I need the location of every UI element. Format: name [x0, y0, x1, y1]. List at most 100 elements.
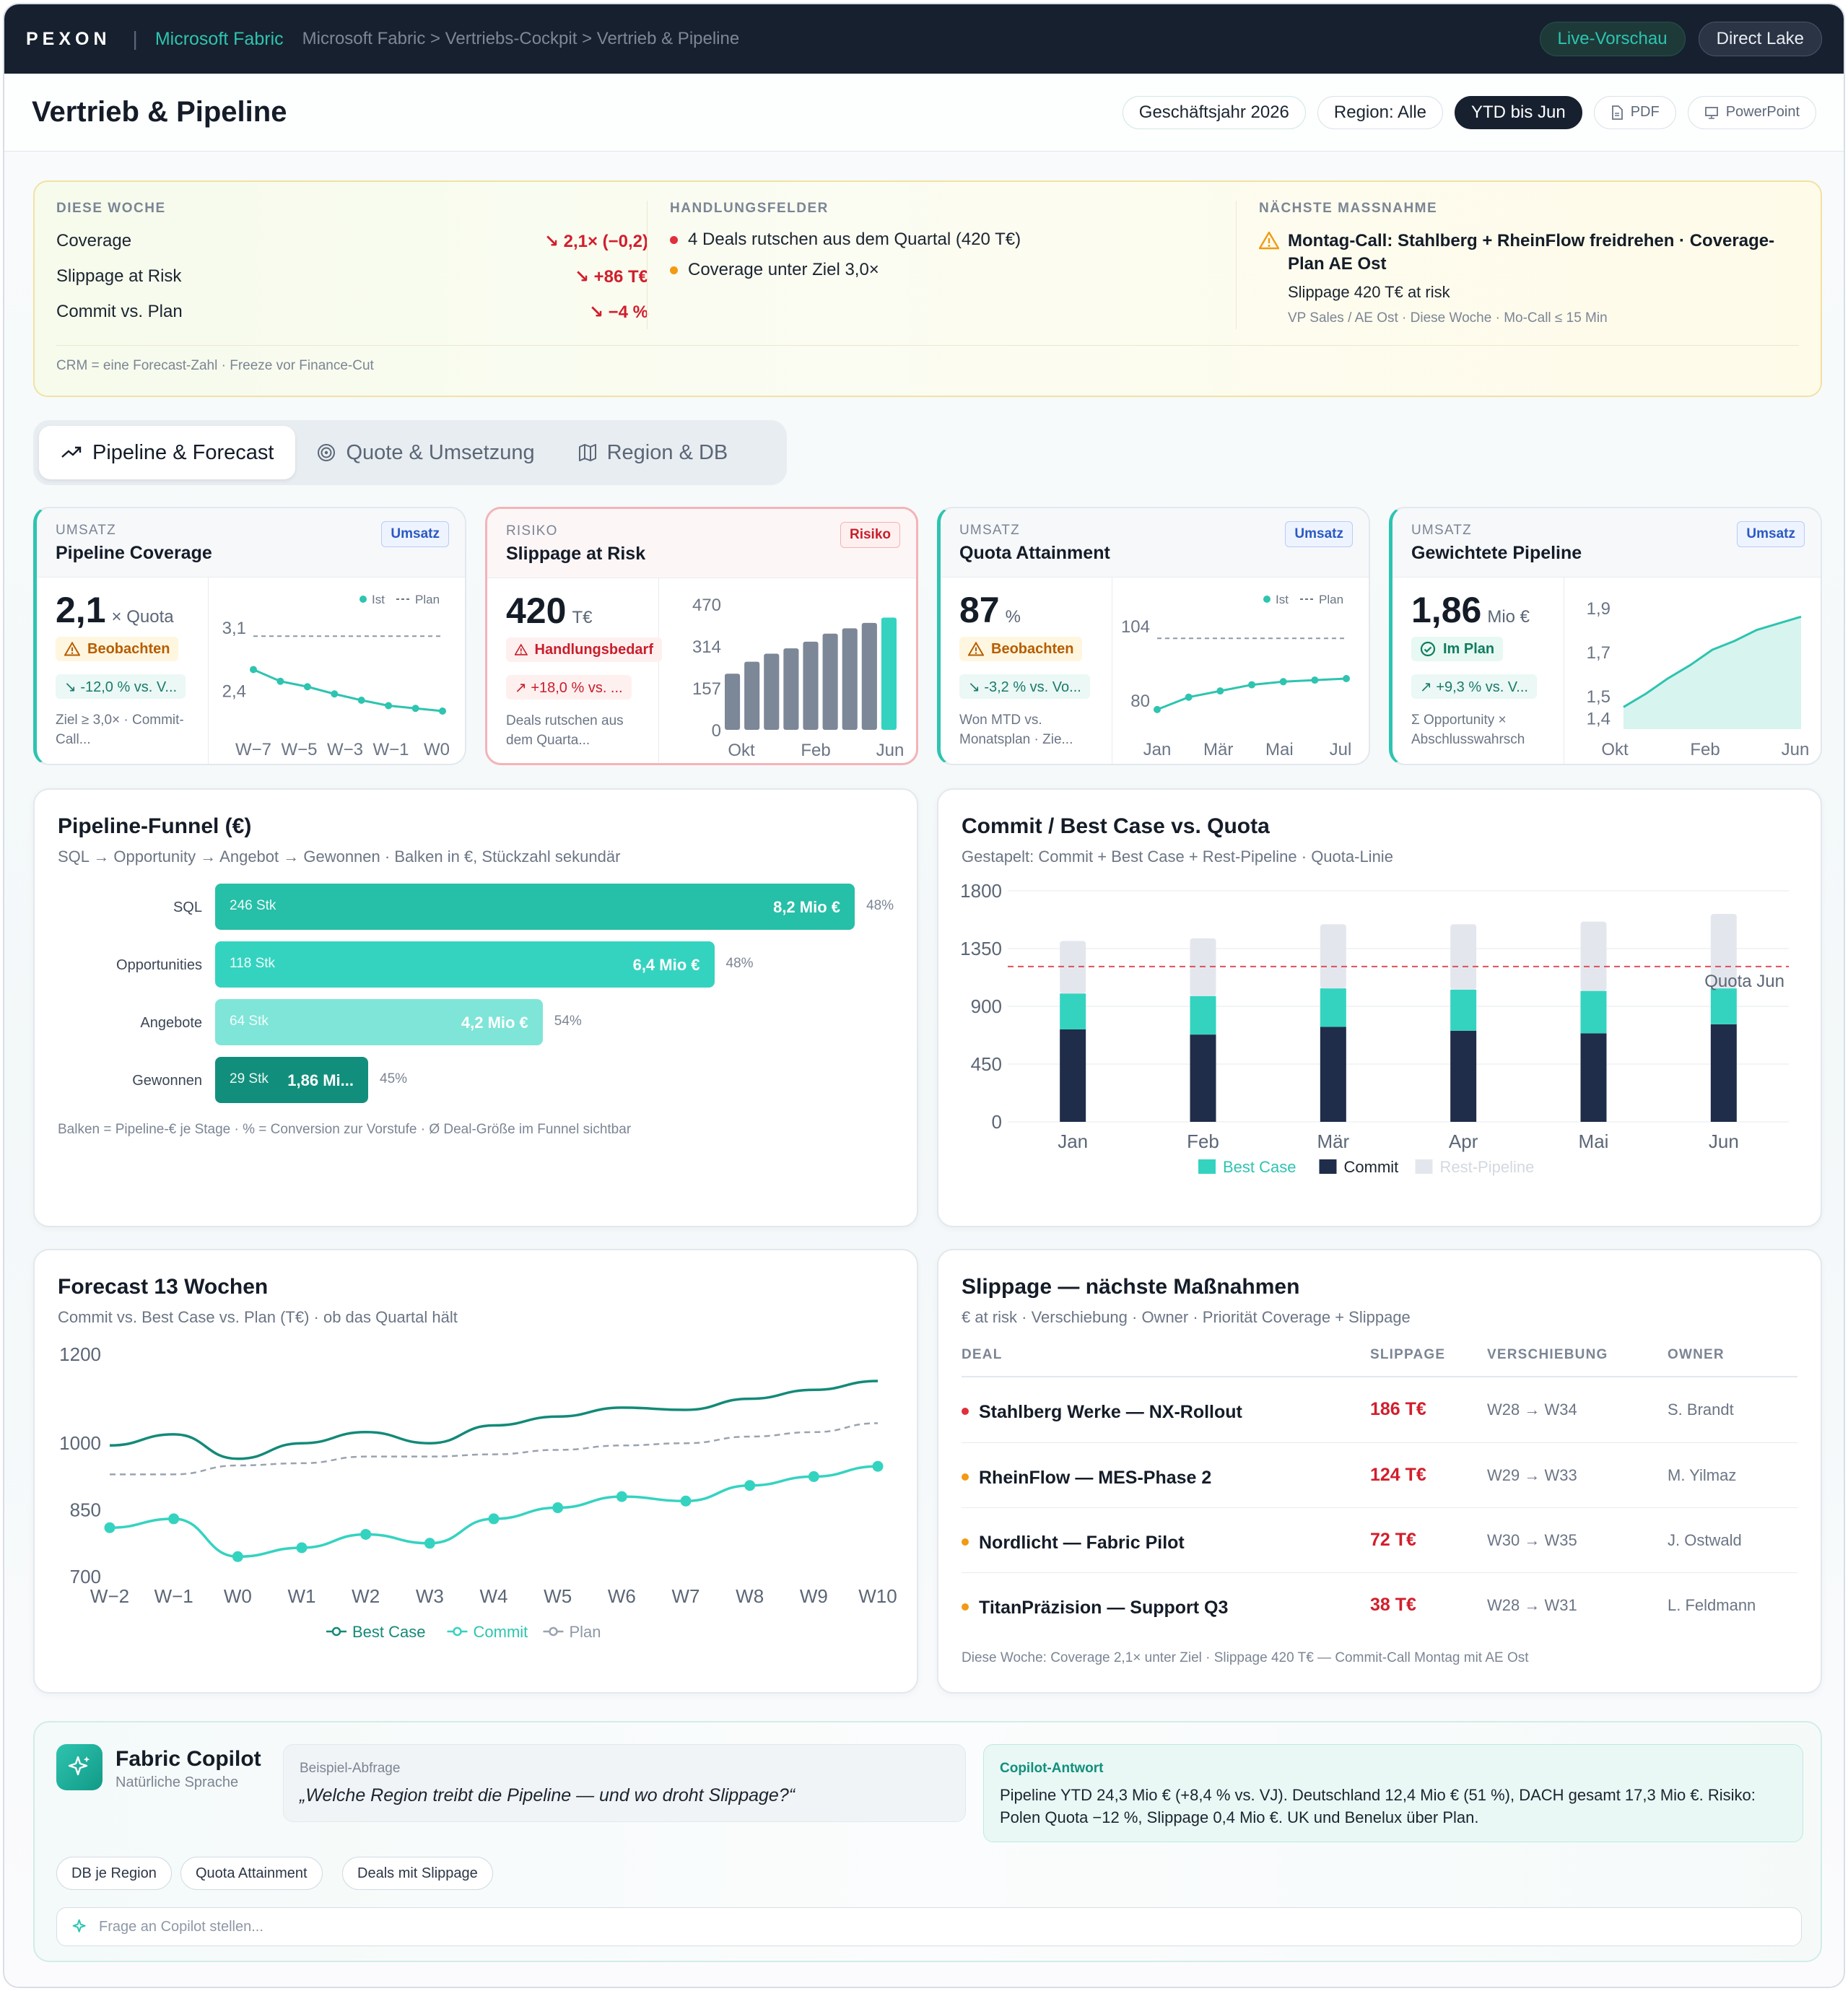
week-row-value: ↘ 2,1× (−0,2): [544, 232, 648, 251]
orange-dot-icon: [962, 1603, 969, 1611]
suggestion-chip[interactable]: Deals mit Slippage: [342, 1857, 493, 1890]
slippage-footnote: Diese Woche: Coverage 2,1× unter Ziel · …: [962, 1650, 1529, 1665]
tab-region-db[interactable]: Region & DB: [557, 426, 750, 479]
slippage-value: 124 T€: [1370, 1465, 1426, 1485]
col-header-owner[interactable]: OWNER: [1668, 1347, 1725, 1362]
bar-commit: [1060, 1029, 1086, 1122]
bar-rest-pipeline: [1710, 914, 1737, 989]
best-case-line: [109, 1380, 879, 1460]
week-caption: DIESE WOCHE: [56, 201, 166, 216]
answer-caption: Copilot-Antwort: [1000, 1761, 1104, 1776]
ist-point: [303, 683, 311, 691]
x-tick-label: Jul: [1330, 740, 1352, 759]
kpi-unit: Mio €: [1487, 607, 1530, 627]
slippage-bar: [822, 633, 838, 730]
direct-lake-button[interactable]: Direct Lake: [1698, 22, 1822, 56]
bar-commit: [1190, 1034, 1216, 1122]
x-tick-label: Jan: [1143, 740, 1172, 759]
x-tick-label: W−5: [281, 740, 317, 759]
col-header-slippage[interactable]: SLIPPAGE: [1370, 1347, 1446, 1362]
card-subtitle: € at risk · Verschiebung · Owner · Prior…: [962, 1308, 1411, 1326]
target-icon: [318, 444, 336, 461]
tab-quote-umsetzung[interactable]: Quote & Umsetzung: [295, 426, 556, 479]
y-tick-label: 3,1: [222, 619, 246, 638]
bar-best-case: [1710, 988, 1737, 1024]
funnel-stage-label: SQL: [173, 899, 202, 915]
divider: [647, 201, 648, 329]
suggestion-chip[interactable]: Quota Attainment: [180, 1857, 323, 1890]
table-row[interactable]: Stahlberg Werke — NX-Rollout 186 T€ W28 …: [962, 1377, 1797, 1442]
x-tick-label: W1: [288, 1585, 316, 1607]
product-link[interactable]: Microsoft Fabric: [154, 28, 284, 49]
table-row[interactable]: TitanPräzision — Support Q3 38 T€ W28 → …: [962, 1572, 1797, 1637]
x-tick-label: W7: [672, 1585, 700, 1607]
slippage-value: 72 T€: [1370, 1530, 1416, 1550]
filter-ytd[interactable]: YTD bis Jun: [1455, 95, 1582, 129]
funnel-bar[interactable]: 64 Stk 4,2 Mio €: [215, 999, 543, 1045]
funnel-bar[interactable]: 246 Stk 8,2 Mio €: [215, 884, 855, 930]
y-tick-label: 104: [1121, 617, 1150, 637]
slippage-sparkline: 470 314 157 0 Okt Feb Jun: [692, 596, 904, 760]
table-row[interactable]: Nordlicht — Fabric Pilot 72 T€ W30 → W35…: [962, 1507, 1797, 1572]
x-tick-label: Mär: [1203, 740, 1233, 759]
funnel-conversion: 54%: [554, 1014, 582, 1029]
x-tick-label: W6: [608, 1585, 636, 1607]
suggestion-chip[interactable]: DB je Region: [56, 1857, 172, 1890]
x-tick-label: Jun: [1709, 1130, 1739, 1152]
next-caption: NÄCHSTE MASSNAHME: [1259, 201, 1438, 216]
kpi-pipeline-coverage[interactable]: UMSATZ Pipeline Coverage Umsatz 2,1 × Quo…: [33, 507, 466, 765]
x-tick-label: Okt: [1601, 740, 1629, 759]
y-tick-label: 850: [70, 1499, 101, 1521]
red-dot-icon: [670, 236, 678, 245]
kpi-value: 1,86 Mio €: [1411, 589, 1530, 631]
commit-point: [232, 1551, 243, 1562]
presentation-icon: [1704, 106, 1718, 119]
divider: [1236, 201, 1237, 329]
orange-dot-icon: [962, 1538, 969, 1546]
kpi-quota-attainment[interactable]: UMSATZ Quota Attainment Umsatz 87% Beoba…: [937, 507, 1370, 765]
filter-fiscal-year[interactable]: Geschäftsjahr 2026: [1122, 95, 1306, 129]
ist-point: [276, 677, 284, 685]
commit-point: [680, 1495, 692, 1507]
kpi-slippage-at-risk[interactable]: RISIKO Slippage at Risk Risiko 420 T€ Han…: [485, 507, 918, 765]
commit-point: [360, 1528, 372, 1540]
pipeline-funnel-card: Pipeline-Funnel (€) SQL → Opportunity → …: [33, 788, 918, 1227]
legend-swatch: [1415, 1159, 1433, 1174]
live-preview-button[interactable]: Live-Vorschau: [1539, 22, 1686, 56]
x-tick-label: W2: [352, 1585, 380, 1607]
bar-best-case: [1320, 988, 1346, 1027]
col-header-deal[interactable]: DEAL: [962, 1347, 1003, 1362]
example-query[interactable]: Beispiel-Abfrage „Welche Region treibt d…: [283, 1744, 966, 1822]
x-tick-label: Apr: [1449, 1130, 1478, 1152]
ist-point: [1154, 705, 1161, 713]
ist-point: [1185, 693, 1193, 701]
table-row[interactable]: RheinFlow — MES-Phase 2 124 T€ W29 → W33…: [962, 1442, 1797, 1507]
kpi-weighted-pipeline[interactable]: UMSATZ Gewichtete Pipeline Umsatz 1,86 Mi…: [1389, 507, 1822, 765]
breadcrumb[interactable]: Microsoft Fabric > Vertriebs-Cockpit > V…: [302, 29, 740, 48]
funnel-bar[interactable]: 29 Stk 1,86 Mi...: [215, 1057, 368, 1103]
tab-pipeline-forecast[interactable]: Pipeline & Forecast: [39, 426, 296, 479]
y-tick-label: 2,4: [222, 681, 246, 701]
y-tick-label: 1,9: [1587, 599, 1611, 619]
funnel-count: 64 Stk: [230, 1014, 269, 1029]
kpi-value: 2,1 × Quota: [56, 589, 174, 631]
col-header-shift[interactable]: VERSCHIEBUNG: [1487, 1347, 1608, 1362]
copilot-input[interactable]: Frage an Copilot stellen...: [56, 1907, 1802, 1946]
copilot-subtitle: Natürliche Sprache: [116, 1774, 239, 1790]
top-bar: PEXON | Microsoft Fabric Microsoft Fabri…: [4, 4, 1844, 74]
filter-region[interactable]: Region: Alle: [1317, 95, 1443, 129]
funnel-bar[interactable]: 118 Stk 6,4 Mio €: [215, 941, 715, 988]
legend-ist-icon: [359, 596, 367, 603]
kpi-caption: RISIKO: [506, 523, 558, 539]
y-tick-label: 700: [70, 1566, 101, 1587]
area-fill: [1623, 617, 1801, 729]
export-pdf-button[interactable]: PDF: [1593, 95, 1676, 129]
legend-plan: Plan: [1319, 593, 1343, 606]
legend-ist: Ist: [372, 593, 385, 606]
export-ppt-button[interactable]: PowerPoint: [1687, 95, 1816, 129]
fields-caption: HANDLUNGSFELDER: [670, 201, 829, 216]
kpi-caption: UMSATZ: [959, 523, 1020, 538]
copilot-title: Fabric Copilot: [116, 1747, 261, 1771]
query-text: „Welche Region treibt die Pipeline — und…: [300, 1785, 796, 1805]
legend-plan: Plan: [415, 593, 440, 606]
